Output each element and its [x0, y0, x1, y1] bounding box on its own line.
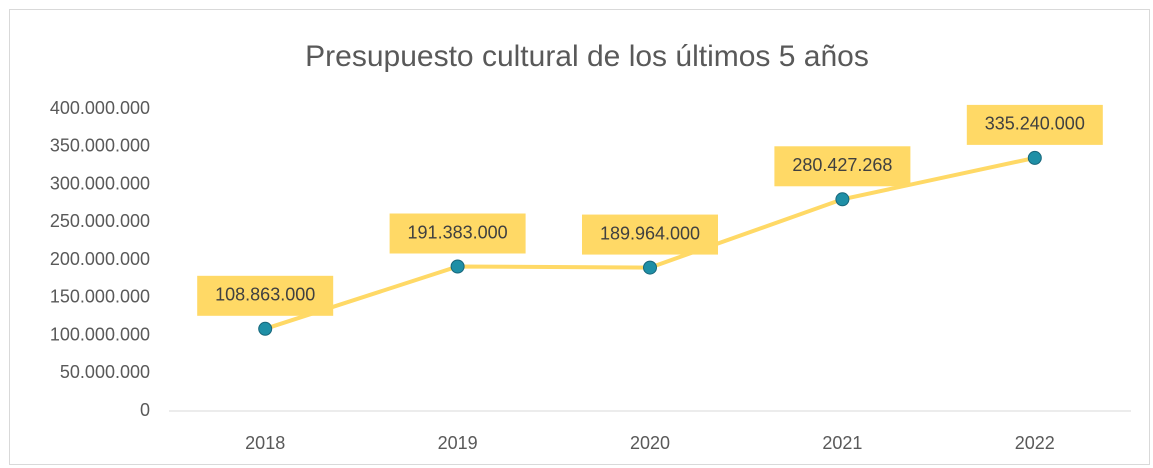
chart-border [9, 9, 1150, 465]
value-label: 189.964.000 [600, 223, 700, 243]
y-tick-label: 300.000.000 [50, 173, 150, 193]
marker [835, 192, 850, 207]
y-tick-label: 350.000.000 [50, 136, 150, 156]
y-tick-label: 50.000.000 [60, 362, 150, 382]
y-tick-label: 250.000.000 [50, 211, 150, 231]
x-tick-label: 2018 [245, 433, 285, 453]
marker [450, 259, 465, 274]
marker [1027, 150, 1042, 165]
marker [643, 260, 657, 275]
y-tick-label: 200.000.000 [50, 249, 150, 269]
x-tick-label: 2020 [630, 433, 670, 453]
x-tick-label: 2019 [438, 433, 478, 453]
y-tick-label: 150.000.000 [50, 287, 150, 307]
marker [258, 321, 273, 336]
y-tick-label: 400.000.000 [50, 98, 150, 118]
value-label-box [582, 214, 718, 255]
value-label: 191.383.000 [408, 222, 508, 242]
value-label: 108.863.000 [215, 285, 315, 305]
value-label: 280.427.268 [792, 155, 892, 175]
x-tick-label: 2021 [822, 433, 862, 453]
x-tick-label: 2022 [1015, 433, 1055, 453]
value-label-box [774, 146, 911, 187]
value-label-box [389, 213, 526, 254]
y-tick-label: 100.000.000 [50, 324, 150, 344]
value-label-box [197, 275, 334, 316]
value-label: 335.240.000 [985, 114, 1085, 134]
y-tick-label: 0 [140, 400, 150, 420]
chart-title: Presupuesto cultural de los últimos 5 añ… [305, 40, 869, 73]
value-label-box [966, 104, 1103, 145]
